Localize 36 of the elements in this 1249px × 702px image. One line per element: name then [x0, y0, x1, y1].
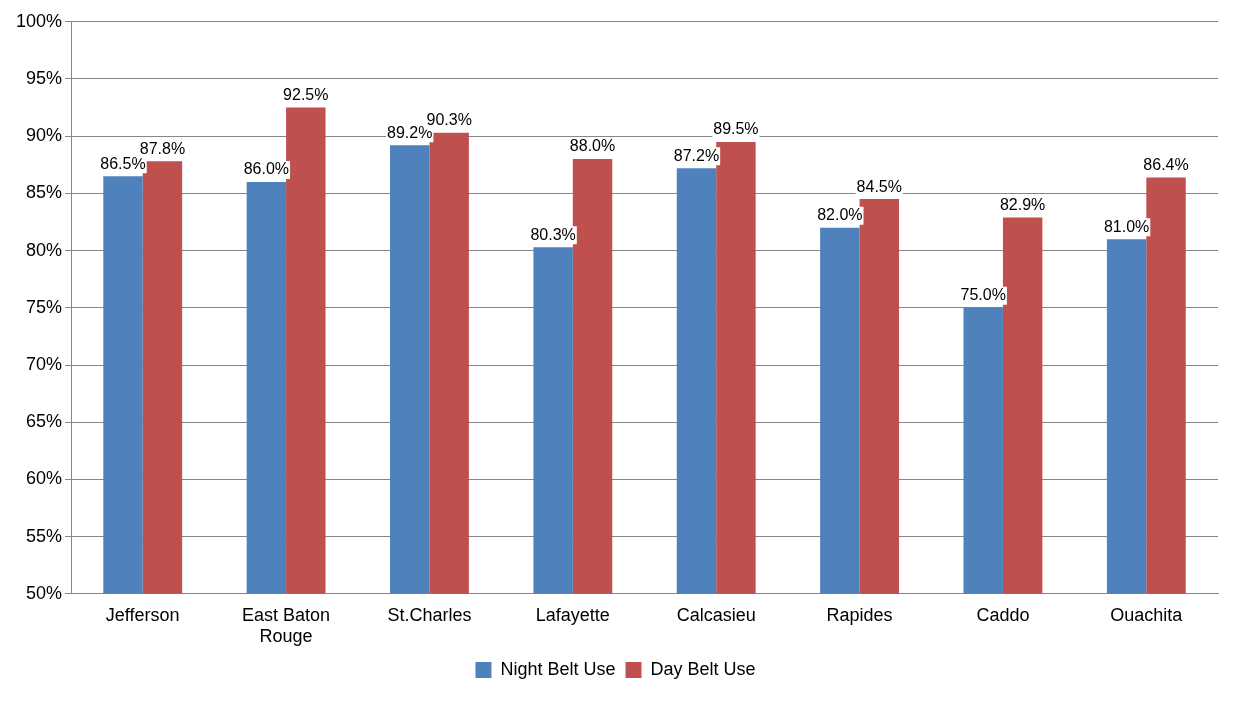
- data-label: 75.0%: [960, 286, 1006, 304]
- y-tick-label: 95%: [26, 67, 63, 88]
- legend-label: Night Belt Use: [500, 658, 616, 679]
- y-tick-label: 100%: [15, 10, 63, 31]
- y-tick-label: 50%: [26, 582, 63, 603]
- y-tick-label: 65%: [26, 411, 63, 432]
- data-label: 88.0%: [569, 137, 616, 155]
- y-tick-label: 70%: [26, 353, 63, 374]
- data-label: 84.5%: [856, 177, 902, 195]
- data-label: 82.9%: [999, 195, 1046, 213]
- x-tick-label: Calcasieu: [676, 604, 756, 625]
- x-tick-label: East Baton Rouge: [242, 604, 331, 647]
- x-tick-label: St.Charles: [387, 604, 472, 625]
- x-tick-label: Rapides: [826, 604, 893, 625]
- x-tick-label: Lafayette: [535, 604, 610, 625]
- data-label: 81.0%: [1103, 217, 1150, 235]
- y-tick-label: 75%: [26, 296, 63, 317]
- data-label: 80.3%: [530, 225, 576, 243]
- data-label: 86.4%: [1143, 155, 1189, 173]
- data-label: 87.8%: [139, 139, 186, 157]
- x-tick-label: Caddo: [976, 604, 1030, 625]
- legend-label: Day Belt Use: [650, 658, 756, 679]
- data-label: 86.5%: [100, 154, 146, 172]
- data-label: 90.3%: [426, 111, 472, 129]
- x-tick-label: Ouachita: [1110, 604, 1184, 625]
- y-tick-label: 60%: [26, 468, 63, 489]
- y-tick-label: 85%: [26, 182, 63, 203]
- y-tick-label: 80%: [26, 239, 63, 260]
- x-tick-label: Jefferson: [105, 604, 180, 625]
- data-label: 82.0%: [817, 206, 863, 224]
- y-tick-label: 55%: [26, 525, 63, 546]
- data-label: 92.5%: [283, 86, 329, 104]
- data-label: 89.5%: [713, 120, 759, 138]
- data-label: 87.2%: [673, 146, 720, 164]
- y-tick-label: 90%: [26, 125, 63, 146]
- data-label: 86.0%: [243, 160, 290, 178]
